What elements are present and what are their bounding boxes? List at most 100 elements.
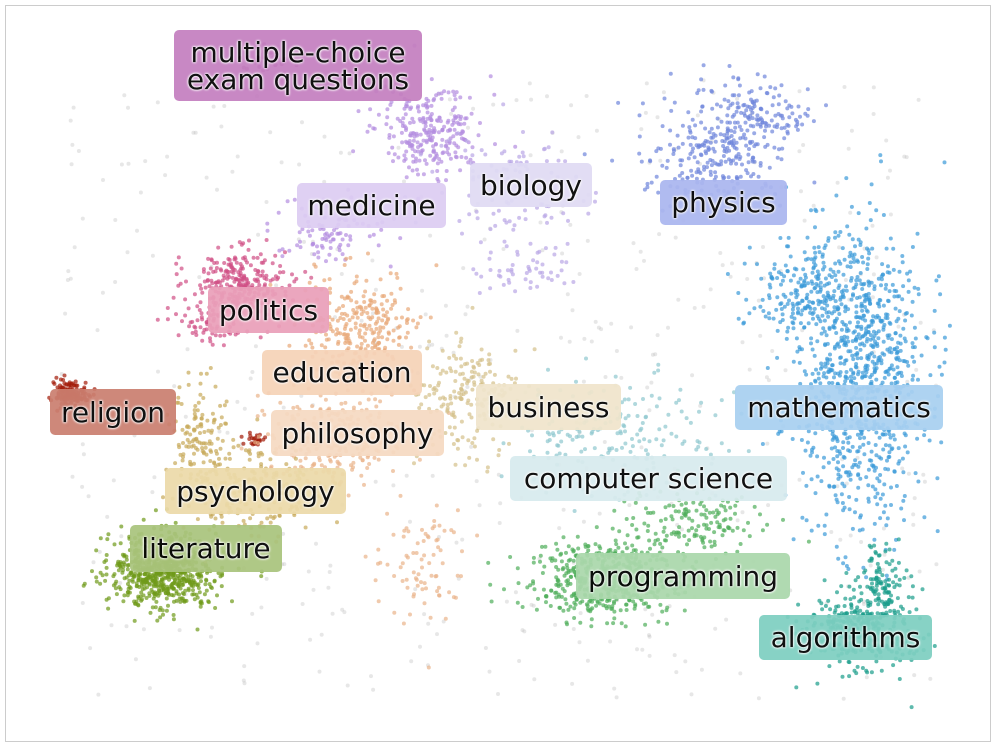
point [421,172,426,177]
point [430,135,435,140]
point [470,153,475,158]
point [373,321,378,326]
point [409,659,414,664]
point [913,336,918,341]
point [551,431,555,436]
point [702,164,706,169]
point [80,442,85,447]
point [809,341,813,346]
point [314,541,318,546]
point [885,458,889,463]
point [899,506,904,511]
point [200,412,205,417]
point [918,320,923,325]
point [797,360,802,365]
point [274,283,279,288]
point [851,357,856,362]
point [499,151,504,156]
point [255,417,260,422]
point [452,127,457,132]
point [874,255,879,260]
point [479,274,484,279]
point [177,385,182,390]
point [76,149,81,153]
point [677,173,682,178]
point [422,581,427,586]
point [376,310,381,315]
point [428,116,433,121]
point [423,312,428,317]
point [231,445,236,450]
point [359,473,364,478]
point [857,295,862,300]
point [241,256,246,261]
point [176,395,181,400]
point [708,452,713,457]
point [866,499,871,504]
point [180,458,185,463]
point [768,271,773,276]
point [255,414,260,419]
point [474,271,479,276]
point [338,231,343,236]
point [705,160,710,165]
point [869,449,874,454]
point [843,341,847,346]
point [824,103,828,108]
point [892,375,897,380]
point [371,232,376,237]
point [891,246,896,251]
point [628,385,633,390]
point [203,445,208,450]
point [893,380,898,385]
point [64,382,69,387]
point [193,329,198,334]
point [445,402,450,407]
point [355,344,360,349]
point [453,369,458,374]
point [811,316,815,321]
point [731,141,736,146]
point [775,295,780,300]
point [643,110,648,115]
point [517,659,522,663]
point [419,557,424,562]
point [659,443,664,448]
point [936,274,941,279]
point [449,369,454,374]
point [831,457,836,461]
point [908,269,913,274]
point [377,341,382,345]
point [198,300,203,305]
point [559,335,563,340]
point [767,293,771,298]
point [339,311,344,316]
point [579,449,584,454]
point [344,336,349,341]
point [872,354,877,359]
point [416,572,421,577]
point [939,440,944,445]
point [351,405,356,410]
point [273,253,278,258]
point [425,105,430,110]
point [247,238,251,243]
point [831,484,836,489]
point [415,321,420,326]
point [432,156,437,161]
point [456,576,461,581]
point [391,328,396,333]
point [644,81,649,86]
point [556,158,561,163]
point [366,397,371,402]
point [229,269,234,274]
point [876,336,881,341]
point [602,440,607,444]
point [432,519,437,523]
point [739,128,744,132]
point [255,255,260,260]
point [385,310,389,315]
point [609,321,614,326]
point [808,306,813,311]
point [612,686,617,691]
